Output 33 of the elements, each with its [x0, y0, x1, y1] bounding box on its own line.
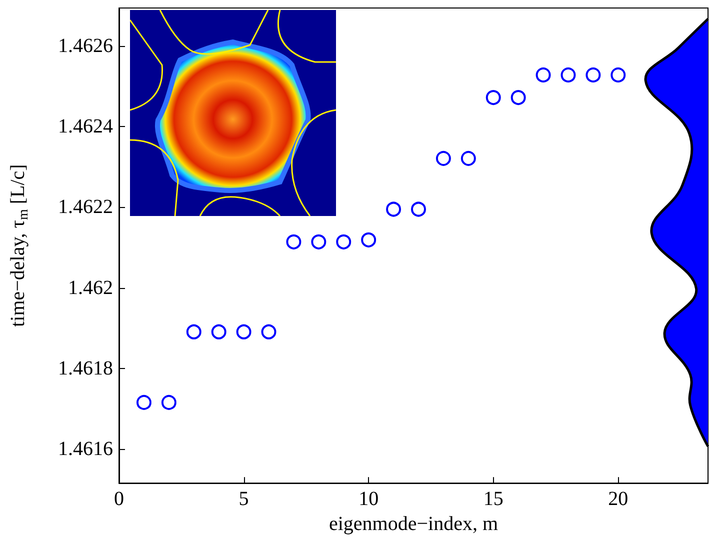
point: [336, 234, 352, 250]
y-tick-label: 1.4618: [58, 358, 113, 380]
point: [510, 90, 526, 106]
point: [261, 324, 276, 340]
point: [386, 202, 402, 217]
point: [361, 232, 376, 248]
x-tick-label: 5: [238, 488, 249, 510]
point: [161, 394, 176, 410]
point: [610, 67, 626, 82]
x-axis-title: eigenmode−index, m: [328, 513, 498, 535]
y-axis-title: time−delay, τm [L/c]: [7, 164, 32, 327]
point: [586, 67, 601, 82]
point: [311, 234, 326, 250]
y-tick-label: 1.4622: [58, 196, 113, 218]
point: [560, 67, 576, 82]
point: [186, 324, 202, 340]
point: [236, 324, 252, 340]
point: [136, 394, 152, 410]
y-tick-label: 1.4616: [58, 438, 113, 460]
point: [211, 324, 226, 340]
point: [436, 150, 451, 166]
x-tick-label: 0: [114, 488, 124, 510]
y-tick-label: 1.4624: [58, 116, 113, 138]
point: [536, 67, 551, 82]
point: [286, 234, 302, 250]
point: [460, 150, 476, 166]
y-tick-label: 1.4626: [58, 34, 113, 57]
x-tick-label: 10: [358, 488, 379, 510]
x-tick-label: 15: [483, 488, 504, 510]
point: [411, 202, 426, 217]
point: [486, 90, 501, 106]
y-tick-label: 1.462: [68, 276, 113, 299]
x-tick-label: 20: [608, 488, 628, 510]
